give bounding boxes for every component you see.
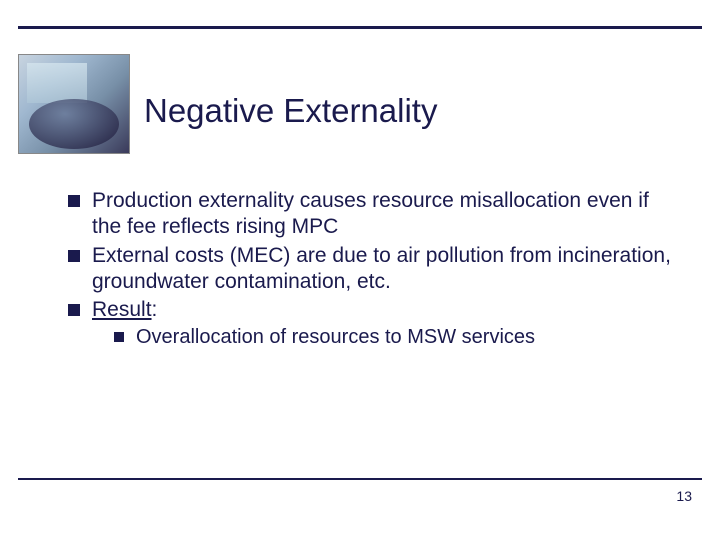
sub-bullet-list: Overallocation of resources to MSW servi… xyxy=(114,325,680,350)
square-bullet-icon xyxy=(68,304,80,316)
square-bullet-icon xyxy=(68,250,80,262)
bullet-text: Result: xyxy=(92,297,680,323)
square-bullet-icon xyxy=(114,332,124,342)
top-rule xyxy=(18,26,702,29)
bullet-item: Production externality causes resource m… xyxy=(68,188,680,241)
sub-bullet-text: Overallocation of resources to MSW servi… xyxy=(136,325,680,350)
slide-title: Negative Externality xyxy=(144,92,437,130)
bottom-rule xyxy=(18,478,702,480)
decorative-corner-image xyxy=(18,54,130,154)
bullet-text: Production externality causes resource m… xyxy=(92,188,680,241)
bullet-item: Result: xyxy=(68,297,680,323)
page-number: 13 xyxy=(676,488,692,504)
bullet-item: External costs (MEC) are due to air poll… xyxy=(68,243,680,296)
sub-bullet-item: Overallocation of resources to MSW servi… xyxy=(114,325,680,350)
bullet-text: External costs (MEC) are due to air poll… xyxy=(92,243,680,296)
square-bullet-icon xyxy=(68,195,80,207)
slide-body: Production externality causes resource m… xyxy=(68,188,680,352)
bullet-text-suffix: : xyxy=(152,298,158,321)
bullet-text-underlined: Result xyxy=(92,298,152,321)
